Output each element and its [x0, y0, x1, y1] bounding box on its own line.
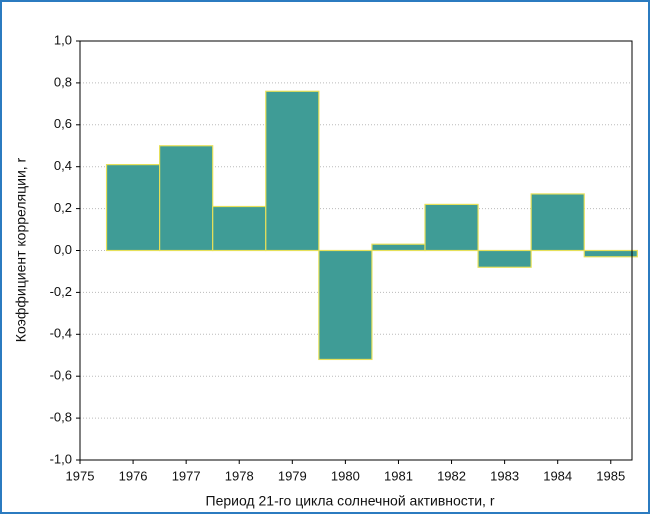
x-tick-label: 1983	[490, 468, 519, 483]
bar	[583, 249, 638, 258]
plot-border	[79, 40, 633, 461]
y-tick-label: 0,2	[54, 200, 72, 215]
y-tick-label: 0,8	[54, 74, 72, 89]
y-tick-label: -0,2	[50, 284, 72, 299]
y-tick-label: 0,0	[54, 242, 72, 257]
x-axis-label: Период 21-го цикла солнечной активности,…	[206, 493, 495, 509]
bar	[265, 90, 320, 252]
x-tick-label: 1977	[172, 468, 201, 483]
y-tick-label: -0,6	[50, 368, 72, 383]
y-tick-label: -0,4	[50, 326, 72, 341]
x-tick-label: 1980	[331, 468, 360, 483]
x-tick-label: 1978	[225, 468, 254, 483]
bar	[318, 249, 373, 361]
y-axis-label: Коэффициент корреляции, r	[13, 157, 29, 342]
x-tick-label: 1981	[384, 468, 413, 483]
bar	[105, 164, 161, 252]
x-tick-label: 1982	[437, 468, 466, 483]
bar	[424, 203, 479, 252]
x-tick-label: 1976	[119, 468, 148, 483]
y-tick-label: -0,8	[50, 410, 72, 425]
x-tick-label: 1984	[543, 468, 572, 483]
x-tick-label: 1985	[596, 468, 625, 483]
y-tick-label: 1,0	[54, 32, 72, 47]
bar	[477, 249, 532, 268]
x-tick-label: 1979	[278, 468, 307, 483]
y-tick-label: 0,6	[54, 116, 72, 131]
bar	[530, 193, 585, 252]
bar	[159, 145, 214, 252]
bar	[371, 243, 426, 252]
y-tick-label: -1,0	[50, 451, 72, 466]
x-tick-label: 1975	[66, 468, 95, 483]
y-tick-label: 0,4	[54, 158, 72, 173]
bar	[212, 205, 267, 252]
